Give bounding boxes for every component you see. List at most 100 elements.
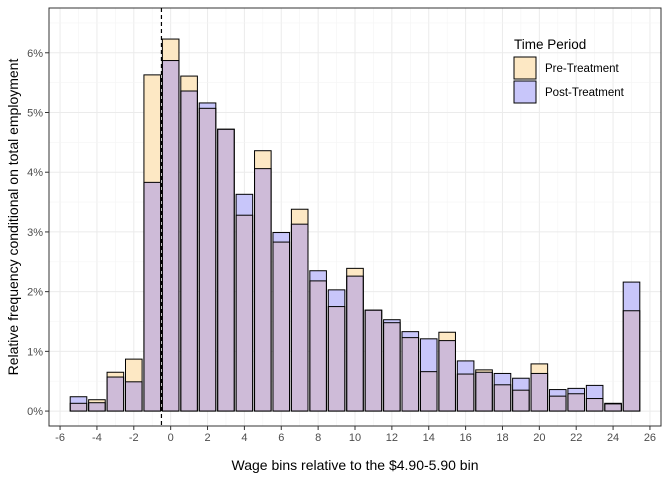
bar-excess (143, 74, 161, 183)
bar-overlap (549, 396, 567, 412)
bar-overlap (309, 280, 327, 412)
bar-excess (236, 194, 253, 216)
bar-post-treatment (161, 60, 180, 412)
bar-post-treatment (106, 376, 125, 412)
y-tick-label: 5% (27, 108, 43, 120)
bar-excess (291, 209, 308, 225)
bar-excess (125, 359, 143, 382)
x-tick-label: 4 (241, 432, 247, 444)
x-tick-label: -4 (92, 432, 102, 444)
bar-overlap (236, 215, 253, 412)
x-tick-label: 26 (644, 432, 656, 444)
bar-post-treatment (438, 340, 456, 412)
axes: -6 -4 -2 0 2 4 6 8 10 12 14 16 18 20 22 24 260%1%2%3%4%5… (27, 48, 656, 444)
bar-overlap (162, 60, 179, 412)
bar-overlap (402, 337, 419, 412)
x-tick-label: 24 (607, 432, 619, 444)
bar-post-treatment (567, 387, 586, 412)
bar-overlap (143, 182, 161, 412)
y-tick-label: 3% (27, 227, 43, 239)
bar-post-treatment (143, 181, 162, 412)
x-tick-label: 22 (570, 432, 582, 444)
bar-post-treatment (530, 372, 549, 412)
bar-overlap (494, 384, 511, 412)
bar-post-treatment (88, 402, 106, 412)
y-tick-label: 6% (27, 48, 43, 60)
y-tick-label: 0% (27, 406, 43, 418)
legend-key-pre-treatment (513, 56, 537, 80)
bars (69, 38, 641, 412)
bar-overlap (291, 224, 308, 412)
legend-label-pre-treatment: Pre-Treatment (545, 63, 620, 75)
bar-overlap (180, 91, 198, 412)
bar-excess (402, 331, 419, 338)
bar-excess (438, 332, 456, 341)
bar-excess (494, 373, 511, 385)
bar-overlap (512, 390, 530, 412)
x-tick-label: 8 (315, 432, 321, 444)
bar-post-treatment (548, 389, 567, 412)
bar-post-treatment (198, 102, 217, 412)
bar-overlap (457, 374, 474, 412)
bar-excess (567, 388, 585, 394)
bar-overlap (438, 340, 456, 412)
bar-overlap (567, 393, 585, 412)
bar-excess (586, 385, 603, 399)
legend-label-post-treatment: Post-Treatment (545, 87, 625, 99)
bar-post-treatment (272, 232, 291, 412)
bar-excess (383, 319, 401, 323)
bar-overlap (586, 398, 603, 412)
x-axis-title: Wage bins relative to the $4.90-5.90 bin (232, 457, 479, 473)
bar-overlap (475, 372, 493, 412)
bar-overlap (383, 322, 401, 412)
bar-overlap (125, 381, 143, 412)
x-tick-label: -6 (55, 432, 65, 444)
x-tick-label: 14 (423, 432, 435, 444)
bar-post-treatment (383, 319, 401, 412)
bar-excess (254, 150, 272, 169)
bar-excess (88, 399, 106, 403)
bar-post-treatment (309, 270, 327, 412)
legend-key-post-treatment (513, 80, 537, 104)
x-tick-label: 12 (386, 432, 398, 444)
bar-post-treatment (327, 289, 346, 412)
bar-excess (70, 396, 87, 404)
x-tick-label: 10 (349, 432, 361, 444)
bar-post-treatment (456, 360, 475, 412)
bar-overlap (623, 310, 640, 412)
bar-post-treatment (419, 338, 438, 412)
y-tick-label: 4% (27, 167, 43, 179)
bar-overlap (531, 373, 548, 412)
legend: Time Period Pre-Treatment Post-Treatment (513, 37, 625, 104)
bar-overlap (272, 242, 290, 412)
x-tick-label: 20 (533, 432, 545, 444)
bar-overlap (328, 306, 345, 412)
bar-post-treatment (475, 371, 493, 412)
x-tick-label: 16 (459, 432, 471, 444)
bar-overlap (217, 129, 235, 412)
bar-post-treatment (217, 128, 235, 412)
bar-excess (180, 76, 198, 92)
bar-overlap (365, 310, 382, 412)
bar-excess (309, 270, 327, 281)
x-tick-label: 18 (496, 432, 508, 444)
x-tick-label: 6 (278, 432, 284, 444)
bar-excess (199, 102, 216, 109)
bar-post-treatment (622, 281, 641, 412)
bar-excess (549, 389, 567, 397)
x-tick-label: 2 (204, 432, 210, 444)
bar-excess (272, 232, 290, 243)
bar-post-treatment (585, 384, 604, 412)
bar-post-treatment (290, 223, 309, 412)
y-axis-title: Relative frequency conditional on total … (5, 59, 21, 376)
bar-post-treatment (604, 403, 622, 412)
bar-post-treatment (401, 331, 420, 412)
bar-post-treatment (254, 168, 272, 412)
y-tick-label: 2% (27, 287, 43, 299)
bar-excess (420, 338, 438, 372)
x-tick-label: -2 (129, 432, 139, 444)
bar-post-treatment (125, 381, 143, 412)
x-tick-label: 0 (168, 432, 174, 444)
bar-excess (328, 289, 345, 307)
